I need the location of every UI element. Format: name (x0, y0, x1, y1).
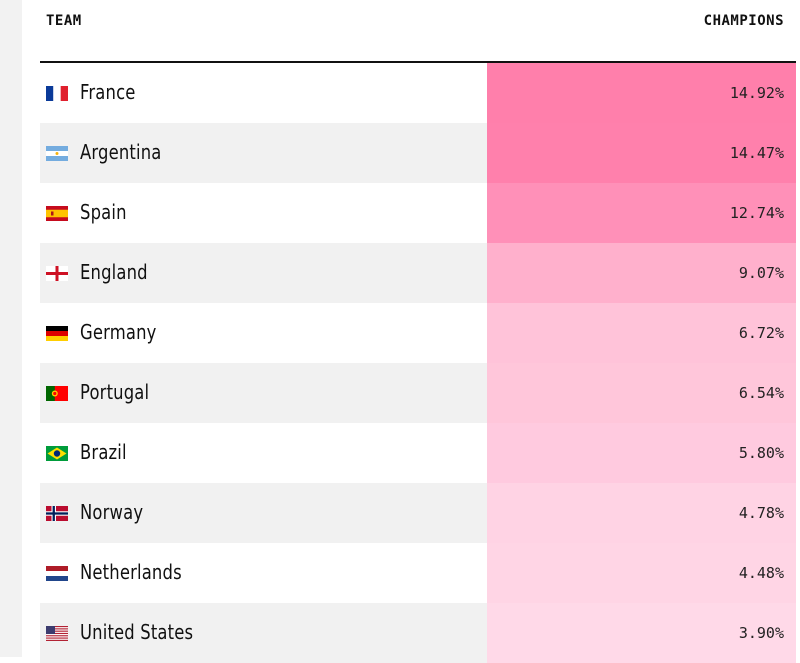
brazil-flag-icon (46, 446, 68, 461)
table-row: England 9.07% (40, 243, 796, 303)
champions-value: 6.72% (738, 324, 784, 342)
team-name: Netherlands (80, 560, 182, 584)
table-row: Brazil 5.80% (40, 423, 796, 483)
team-name: Germany (80, 320, 157, 344)
england-flag-icon (46, 266, 68, 281)
champions-value: 14.47% (729, 144, 784, 162)
champions-cell: 12.74% (487, 183, 796, 243)
france-flag-icon (46, 86, 68, 101)
champions-value: 4.48% (738, 564, 784, 582)
champions-cell: 6.72% (487, 303, 796, 363)
netherlands-flag-icon (46, 566, 68, 581)
team-name: Brazil (80, 440, 127, 464)
team-name: Norway (80, 500, 144, 524)
germany-flag-icon (46, 326, 68, 341)
table-row: Spain 12.74% (40, 183, 796, 243)
team-name: Spain (80, 200, 127, 224)
champions-table: TEAM CHAMPIONS France 14.92% Argentina 1… (40, 0, 796, 663)
champions-cell: 9.07% (487, 243, 796, 303)
team-name: Argentina (80, 140, 162, 164)
champions-value: 14.92% (729, 84, 784, 102)
table-row: Argentina 14.47% (40, 123, 796, 183)
norway-flag-icon (46, 506, 68, 521)
spain-flag-icon (46, 206, 68, 221)
champions-column-header[interactable]: CHAMPIONS (703, 13, 784, 29)
team-name: England (80, 260, 148, 284)
team-name: France (80, 80, 136, 104)
team-name: Portugal (80, 380, 150, 404)
champions-value: 6.54% (738, 384, 784, 402)
table-row: Netherlands 4.48% (40, 543, 796, 603)
champions-cell: 14.47% (487, 123, 796, 183)
champions-cell: 6.54% (487, 363, 796, 423)
champions-cell: 3.90% (487, 603, 796, 663)
champions-value: 12.74% (729, 204, 784, 222)
table-row: United States 3.90% (40, 603, 796, 663)
champions-value: 9.07% (738, 264, 784, 282)
table-row: Norway 4.78% (40, 483, 796, 543)
champions-cell: 4.48% (487, 543, 796, 603)
left-margin-strip (0, 0, 22, 657)
champions-value: 4.78% (738, 504, 784, 522)
champions-value: 5.80% (738, 444, 784, 462)
champions-value: 3.90% (738, 624, 784, 642)
argentina-flag-icon (46, 146, 68, 161)
table-header: TEAM CHAMPIONS (40, 0, 796, 63)
united-states-flag-icon (46, 626, 68, 641)
table-row: Germany 6.72% (40, 303, 796, 363)
portugal-flag-icon (46, 386, 68, 401)
champions-cell: 4.78% (487, 483, 796, 543)
champions-cell: 14.92% (487, 63, 796, 123)
table-row: Portugal 6.54% (40, 363, 796, 423)
team-name: United States (80, 620, 194, 644)
champions-cell: 5.80% (487, 423, 796, 483)
team-column-header[interactable]: TEAM (46, 13, 82, 29)
table-row: France 14.92% (40, 63, 796, 123)
